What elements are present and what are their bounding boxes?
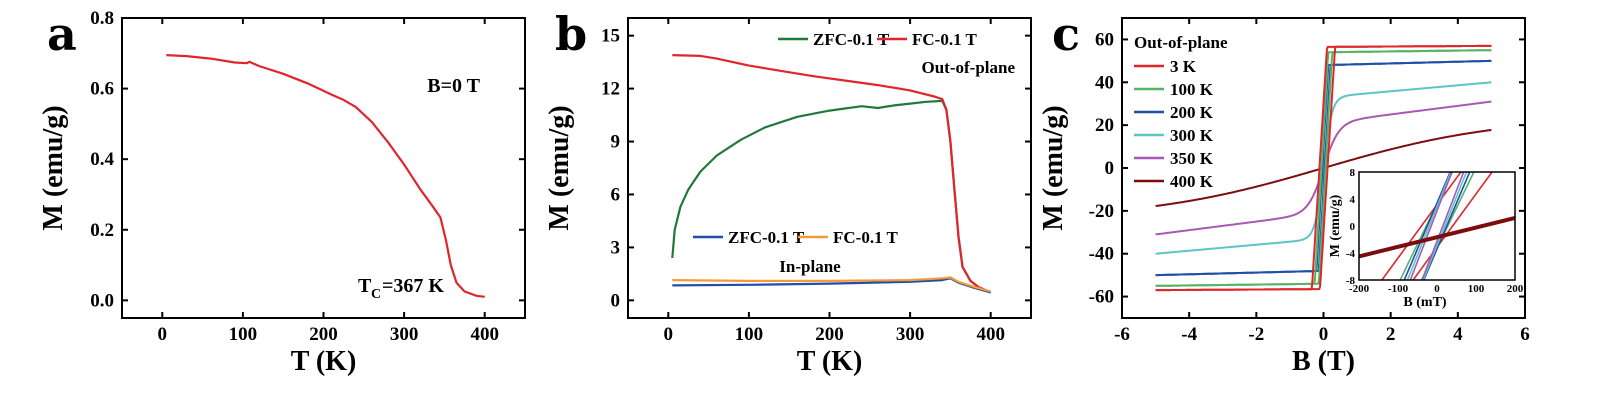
- panel-c-series-line-return: [1155, 44, 1492, 292]
- panel-b-legend-label: FC-0.1 T: [833, 228, 899, 247]
- panel-c-ytick-label: 60: [1095, 29, 1114, 50]
- panel-c-xtick-label: 2: [1386, 324, 1396, 345]
- panel-c-legend-label: 300 K: [1170, 126, 1214, 145]
- panel-c-xtick-label: 0: [1319, 324, 1329, 345]
- panel-a-xtick-label: 200: [309, 324, 338, 345]
- panel-a-xtick-label: 300: [390, 324, 419, 345]
- panel-c-inset-series-line: [1421, 172, 1465, 280]
- panel-b-ytick-label: 3: [611, 237, 621, 258]
- panel-c-inset-xtick-label: 100: [1468, 283, 1485, 295]
- panel-a-annotation-tc-subscript: C: [371, 287, 381, 302]
- panel-c-inset-ytick-label: 4: [1350, 194, 1356, 206]
- panel-c-legend-title: Out-of-plane: [1134, 33, 1228, 52]
- panel-b-ytick-label: 12: [601, 79, 620, 100]
- panel-a-annotation-tc-symbol: T: [358, 275, 372, 297]
- panel-a-ytick-label: 0.8: [90, 8, 114, 29]
- panel-letter-c: c: [1052, 7, 1080, 61]
- panel-b-ytick-label: 9: [611, 132, 621, 153]
- panel-a-series-line: [166, 54, 485, 298]
- panel-b-xtick-label: 200: [815, 324, 844, 345]
- panel-c-inset-series-line: [1380, 172, 1462, 280]
- panel-b-ylabel: M (emu/g): [544, 105, 575, 230]
- panel-a-frame: [121, 17, 526, 319]
- panel-c-inset-series-line: [1412, 172, 1494, 280]
- panel-c-inset-ytick-label: -8: [1346, 275, 1356, 287]
- panel-b-ytick-label: 15: [601, 26, 620, 47]
- panel-b-xtick-label: 100: [735, 324, 764, 345]
- panel-b-annotation-in-plane: In-plane: [779, 257, 841, 276]
- panel-c-inset-xtick-label: 200: [1507, 283, 1524, 295]
- panel-c-inset-ytick-label: 8: [1350, 167, 1356, 179]
- panel-a-xlabel: T (K): [291, 346, 357, 377]
- panel-c-inset-frame: [1358, 171, 1516, 281]
- panel-letter-b: b: [555, 7, 587, 61]
- panel-a-xtick-label: 400: [470, 324, 499, 345]
- panel-a-ylabel: M (emu/g): [38, 105, 69, 230]
- panel-c-ytick-label: -40: [1089, 244, 1114, 265]
- panel-a-chart: 0 100 200 300 400 0.0 0.2 0.4 0.6 0.8 T (K) M (emu/…: [38, 8, 526, 377]
- panel-c-ytick-label: 0: [1105, 158, 1115, 179]
- panel-c-inset-ytick-label: 0: [1350, 221, 1356, 233]
- panel-c-legend-label: 400 K: [1170, 172, 1214, 191]
- panel-c-xtick-label: 4: [1453, 324, 1463, 345]
- panel-a-annotation-field: B=0 T: [427, 75, 480, 97]
- panel-a-xtick-label: 0: [158, 324, 168, 345]
- panel-b-annotation-out-of-plane: Out-of-plane: [922, 58, 1016, 77]
- panel-c-legend-label: 3 K: [1170, 57, 1197, 76]
- panel-c-xtick-label: 6: [1520, 324, 1530, 345]
- panel-b-legend-label: FC-0.1 T: [912, 30, 978, 49]
- panel-c-ytick-label: 40: [1095, 72, 1114, 93]
- panel-c-inset-series-line: [1422, 172, 1468, 280]
- panel-c-xlabel: B (T): [1292, 346, 1355, 377]
- panel-c-xtick-label: -4: [1181, 324, 1197, 345]
- panel-b-xtick-label: 300: [896, 324, 925, 345]
- panel-b-series-line-2: [672, 54, 992, 294]
- panel-c-legend-label: 200 K: [1170, 103, 1214, 122]
- panel-c-inset-ylabel: M (emu/g): [1328, 194, 1343, 257]
- panel-c-ytick-label: 20: [1095, 115, 1114, 136]
- panel-letter-a: a: [47, 7, 77, 61]
- panel-c-inset-xlabel: B (mT): [1403, 295, 1447, 310]
- panel-c-legend-label: 100 K: [1170, 80, 1214, 99]
- panel-a-ytick-label: 0.2: [90, 220, 114, 241]
- panel-b-chart: 0 100 200 300 400 0 3 6 9 12 15 T (K) M (emu/g) ZFC-0…: [544, 17, 1032, 377]
- panel-c-series-line-return: [1155, 49, 1492, 287]
- panel-b-legend-label: ZFC-0.1 T: [728, 228, 805, 247]
- panel-a-annotation-tc-value: =367 K: [382, 275, 444, 297]
- panel-c-legend-label: 350 K: [1170, 149, 1214, 168]
- panel-c-series-line: [1155, 81, 1492, 255]
- panel-c-xtick-label: -6: [1114, 324, 1130, 345]
- panel-a-ytick-label: 0.0: [90, 290, 114, 311]
- panel-a-ytick-label: 0.4: [90, 149, 114, 170]
- panel-c-inset-series-line: [1409, 172, 1453, 280]
- panel-b-series-line-4: [672, 276, 991, 293]
- panel-b-xtick-label: 400: [976, 324, 1005, 345]
- panel-c-inset-ytick-label: -4: [1346, 248, 1356, 260]
- panel-b-legend-label: ZFC-0.1 T: [813, 30, 890, 49]
- panel-c-inset-series-line-400k: [1359, 215, 1515, 259]
- panel-b-xtick-label: 0: [664, 324, 674, 345]
- panel-a-xtick-label: 100: [229, 324, 258, 345]
- panel-a-ytick-label: 0.6: [90, 79, 114, 100]
- panel-b-ytick-label: 6: [611, 184, 621, 205]
- panel-c-ylabel: M (emu/g): [1038, 105, 1069, 230]
- panel-c-inset-xtick-label: -100: [1388, 283, 1409, 295]
- panel-c-inset-xtick-label: 0: [1434, 283, 1440, 295]
- panel-c-xtick-label: -2: [1248, 324, 1264, 345]
- panel-c-inset-xtick-label: -200: [1349, 283, 1370, 295]
- panel-c-ytick-label: -20: [1089, 201, 1114, 222]
- panel-b-xlabel: T (K): [797, 346, 863, 377]
- panel-c-ytick-label: -60: [1089, 287, 1114, 308]
- panel-b-ytick-label: 0: [611, 290, 621, 311]
- panel-c-inset-series-line: [1406, 172, 1452, 280]
